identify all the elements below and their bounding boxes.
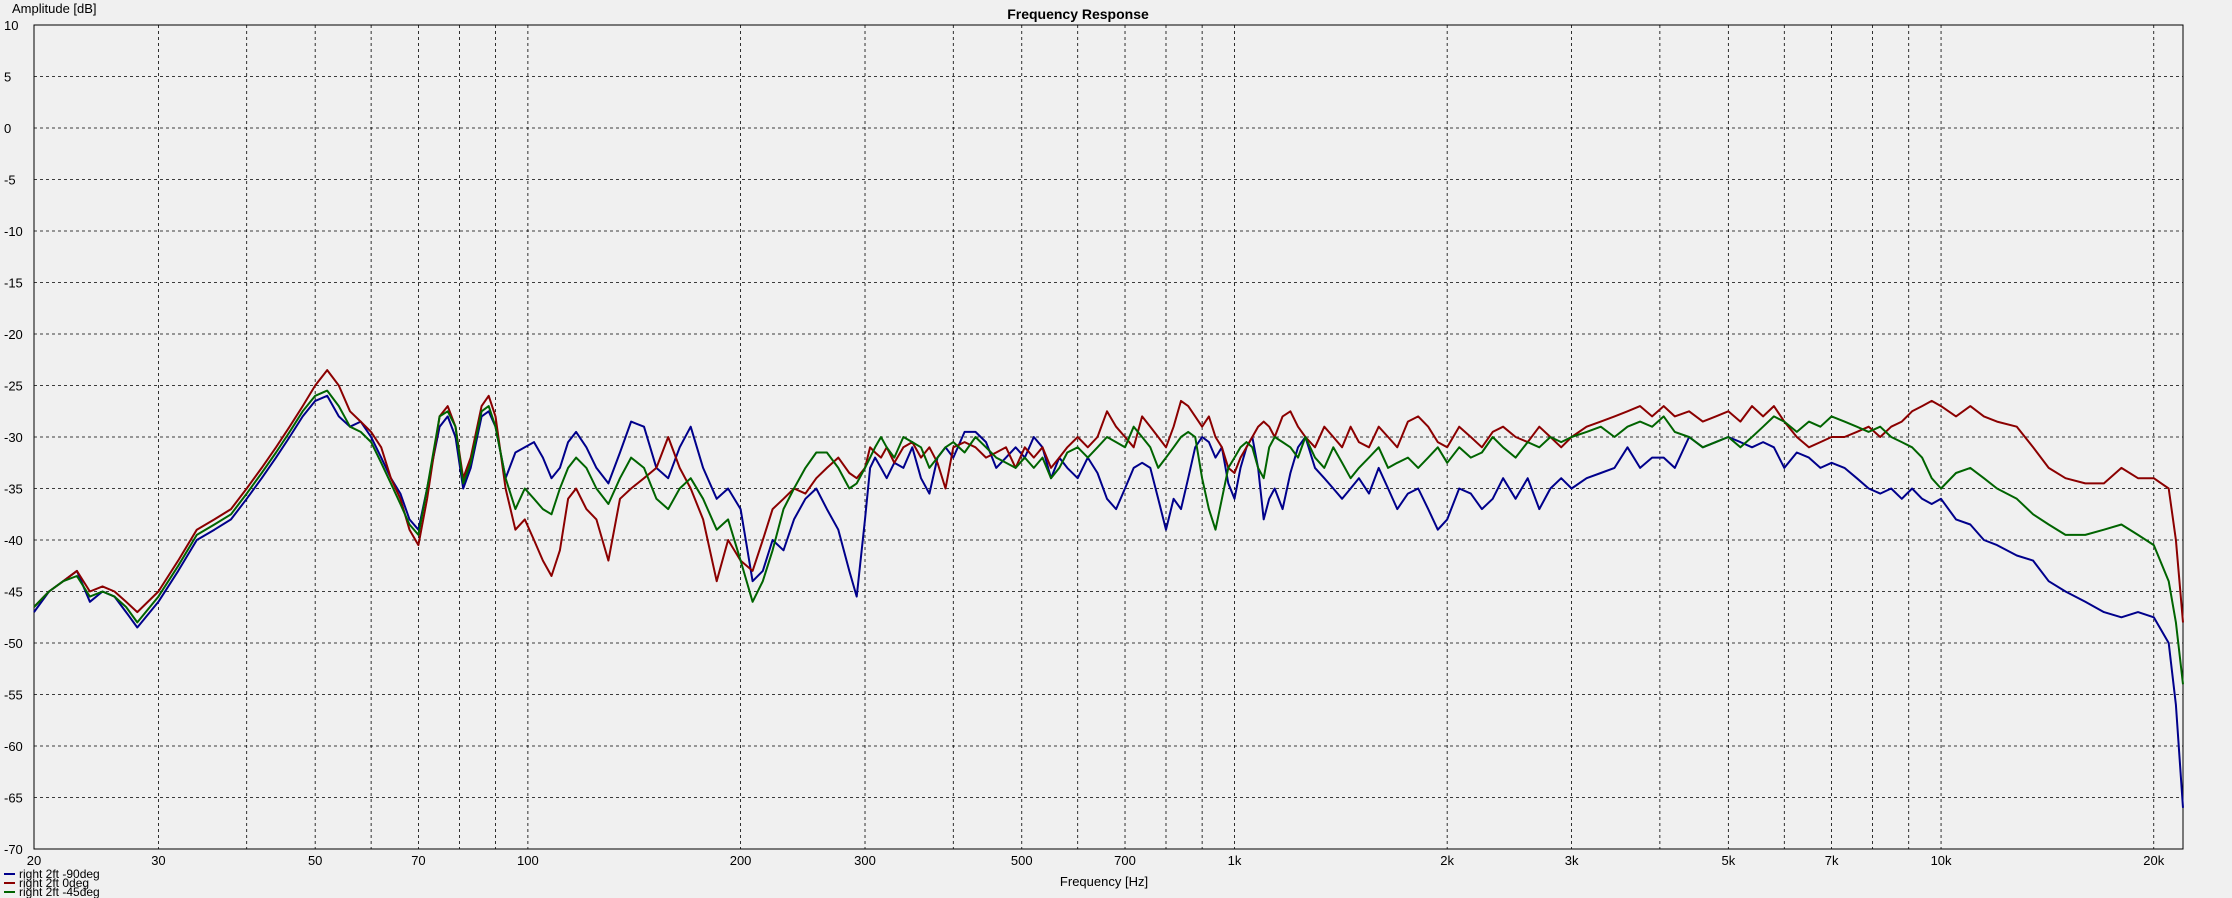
y-tick-label: 10 — [4, 18, 18, 33]
legend-label: right 2ft -45deg — [19, 885, 100, 898]
x-tick-label: 30 — [151, 853, 165, 868]
plot-frame — [33, 24, 2184, 850]
x-tick-label: 70 — [411, 853, 425, 868]
y-tick-label: -15 — [4, 276, 23, 291]
legend-label: right 2ft -90deg — [19, 867, 100, 881]
y-tick-label: -20 — [4, 327, 23, 342]
y-tick-label: -25 — [4, 379, 23, 394]
y-tick-label: -65 — [4, 791, 23, 806]
x-tick-label: 10k — [1931, 853, 1952, 868]
legend-label: right 2ft 0deg — [19, 876, 89, 890]
x-axis-label: Frequency [Hz] — [1060, 874, 1148, 889]
y-tick-label: -60 — [4, 739, 23, 754]
x-tick-label: 20k — [2143, 853, 2164, 868]
x-tick-label: 20 — [27, 853, 41, 868]
y-tick-label: -10 — [4, 224, 23, 239]
x-tick-label: 7k — [1825, 853, 1839, 868]
x-tick-label: 50 — [308, 853, 322, 868]
y-tick-label: -30 — [4, 430, 23, 445]
series-lines — [33, 369, 2184, 808]
series-line — [33, 389, 2184, 685]
x-tick-label: 100 — [517, 853, 539, 868]
chart-title: Frequency Response — [1007, 6, 1149, 22]
y-tick-label: -35 — [4, 482, 23, 497]
y-tick-label: 5 — [4, 70, 11, 85]
y-tick-label: -5 — [4, 173, 16, 188]
y-tick-labels: 10 5 0 -5 -10 -15 -20 -25 -30 -35 -40 -45 -50 -55 -60 -… — [4, 18, 23, 857]
x-tick-label: 200 — [730, 853, 752, 868]
x-tick-label: 500 — [1011, 853, 1033, 868]
series-line — [33, 369, 2184, 623]
y-axis-label: Amplitude [dB] — [12, 1, 97, 16]
y-tick-label: -40 — [4, 533, 23, 548]
x-tick-label: 700 — [1114, 853, 1136, 868]
y-tick-label: -45 — [4, 585, 23, 600]
x-tick-label: 2k — [1440, 853, 1454, 868]
x-tick-labels: 20 30 50 70 100 200 300 500 700 1k 2k 3k 5k 7k 10k 20k — [27, 853, 2165, 868]
x-tick-label: 5k — [1721, 853, 1735, 868]
x-tick-label: 300 — [854, 853, 876, 868]
x-tick-label: 1k — [1228, 853, 1242, 868]
y-tick-label: -50 — [4, 636, 23, 651]
y-tick-label: -55 — [4, 688, 23, 703]
y-tick-label: -70 — [4, 842, 23, 857]
x-tick-label: 3k — [1565, 853, 1579, 868]
y-tick-label: 0 — [4, 121, 11, 136]
